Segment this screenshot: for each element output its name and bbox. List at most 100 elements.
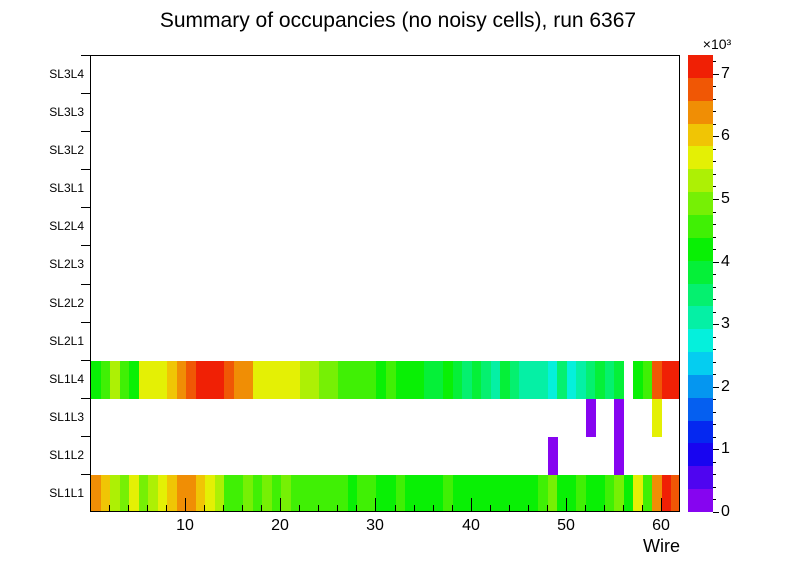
z-axis-minor-tick	[713, 86, 716, 87]
z-axis-minor-tick	[713, 474, 716, 475]
y-axis-bin-label: SL2L4	[49, 219, 84, 234]
y-axis-tick	[81, 207, 90, 208]
heatmap-cell	[129, 474, 140, 511]
z-axis-tick-label: 0	[721, 503, 730, 520]
x-axis-minor-tick	[299, 505, 300, 511]
heatmap-cell	[481, 360, 492, 400]
heatmap-cell	[205, 360, 216, 400]
heatmap-cell	[490, 360, 501, 400]
y-axis-tick	[81, 93, 90, 94]
heatmap-cell	[195, 474, 206, 511]
heatmap-cell	[500, 474, 511, 511]
color-scale-band	[688, 488, 713, 512]
heatmap-cell	[528, 474, 539, 511]
color-scale-band	[688, 351, 713, 375]
heatmap-cell	[481, 474, 492, 511]
x-axis-tick-label: 40	[462, 517, 480, 534]
heatmap-cell	[566, 474, 577, 511]
heatmap-cell	[186, 474, 197, 511]
z-axis-tick	[713, 136, 719, 137]
color-scale-band	[688, 123, 713, 147]
heatmap-cell	[176, 474, 187, 511]
z-axis-minor-tick	[713, 99, 716, 100]
z-axis-tick	[713, 199, 719, 200]
x-axis-minor-tick	[147, 505, 148, 511]
heatmap-cell	[585, 398, 596, 438]
heatmap-cell	[319, 474, 330, 511]
z-axis-tick-label: 1	[721, 440, 730, 457]
z-axis-minor-tick	[713, 274, 716, 275]
x-axis-minor-tick	[337, 505, 338, 511]
heatmap-cell	[500, 360, 511, 400]
heatmap-cell	[233, 360, 244, 400]
z-axis-tick	[713, 512, 719, 513]
z-axis-minor-tick	[713, 399, 716, 400]
heatmap-cell	[576, 360, 587, 400]
y-axis-bin-label: SL3L4	[49, 67, 84, 82]
x-axis-minor-tick	[223, 505, 224, 511]
x-axis-minor-tick	[585, 505, 586, 511]
heatmap-cell	[614, 398, 625, 438]
x-axis-minor-tick	[452, 505, 453, 511]
color-scale-band	[688, 77, 713, 101]
heatmap-cell	[547, 360, 558, 400]
y-axis-tick	[81, 474, 90, 475]
plot-frame	[90, 55, 680, 512]
color-scale-band	[688, 328, 713, 353]
heatmap-cell	[424, 360, 435, 400]
x-axis-minor-tick	[242, 505, 243, 511]
y-axis-tick	[81, 245, 90, 246]
heatmap-cell	[519, 360, 530, 400]
color-scale-bar	[688, 54, 713, 512]
x-axis-tick	[661, 498, 662, 511]
heatmap-cell	[233, 474, 244, 511]
heatmap-cell	[490, 474, 501, 511]
heatmap-cell	[633, 360, 644, 400]
z-axis-minor-tick	[713, 299, 716, 300]
heatmap-cell	[281, 474, 292, 511]
z-axis-minor-tick	[713, 337, 716, 338]
y-axis-tick	[81, 398, 90, 399]
heatmap-cell	[214, 474, 225, 511]
z-axis-tick	[713, 449, 719, 450]
y-axis-tick	[81, 436, 90, 437]
heatmap-cell	[252, 474, 263, 511]
heatmap-cell	[195, 360, 206, 400]
heatmap-cell	[652, 398, 663, 438]
heatmap-cell	[642, 474, 653, 511]
heatmap-cell	[328, 474, 339, 511]
heatmap-cell	[452, 474, 463, 511]
heatmap-cell	[414, 474, 425, 511]
heatmap-cell	[604, 360, 615, 400]
heatmap-cell	[376, 360, 387, 400]
x-axis-tick	[566, 498, 567, 511]
z-axis-minor-tick	[713, 124, 716, 125]
heatmap-cell	[338, 474, 349, 511]
heatmap-cell	[386, 474, 397, 511]
heatmap-cell	[576, 474, 587, 511]
heatmap-cell	[205, 474, 216, 511]
heatmap-cell	[376, 474, 387, 511]
heatmap-cell	[186, 360, 197, 400]
heatmap-cell	[386, 360, 397, 400]
heatmap-cell	[462, 474, 473, 511]
color-scale-band	[688, 145, 713, 170]
x-axis-minor-tick	[623, 505, 624, 511]
x-axis-minor-tick	[490, 505, 491, 511]
heatmap-cell	[395, 474, 406, 511]
heatmap-cell	[243, 360, 254, 400]
heatmap-cell	[167, 360, 178, 400]
heatmap-cell	[405, 474, 416, 511]
z-axis-minor-tick	[713, 111, 716, 112]
x-axis-minor-tick	[414, 505, 415, 511]
heatmap-cell	[509, 360, 520, 400]
heatmap-cell	[671, 474, 679, 511]
heatmap-cell	[652, 474, 663, 511]
color-scale-band	[688, 397, 713, 421]
heatmap-cell	[100, 360, 111, 400]
y-axis-tick	[81, 360, 90, 361]
z-axis-minor-tick	[713, 362, 716, 363]
heatmap-cell	[119, 474, 130, 511]
y-axis-bin-label: SL3L2	[49, 143, 84, 158]
heatmap-cell	[604, 474, 615, 511]
